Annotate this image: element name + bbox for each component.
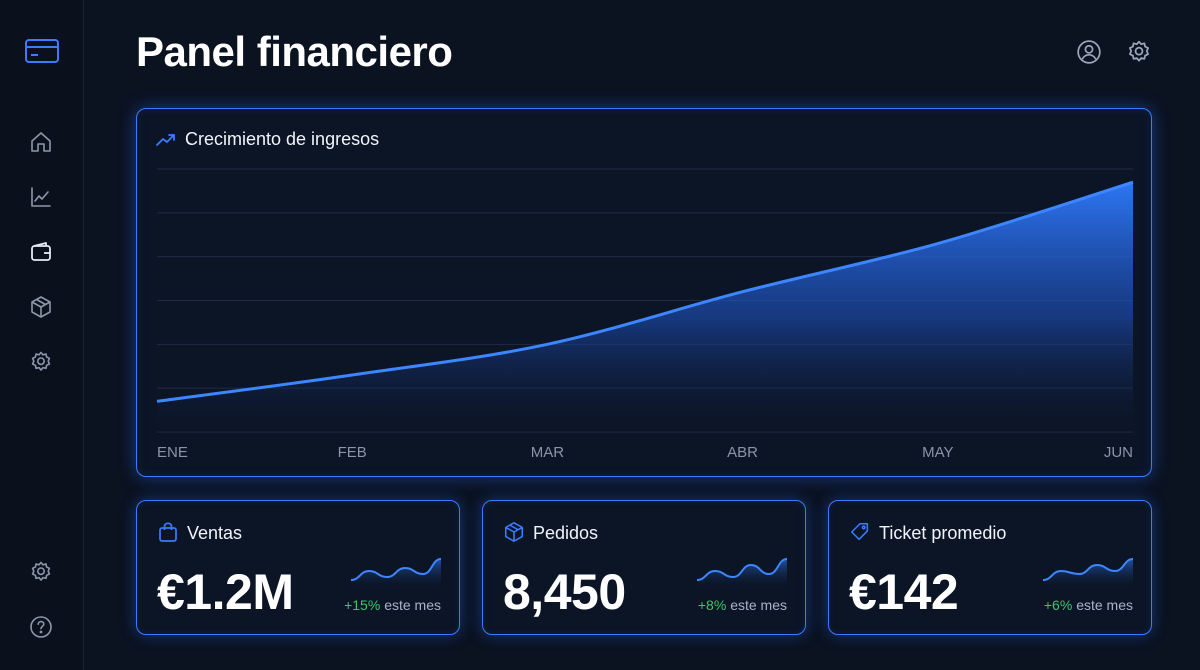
stat-change: +6% este mes (1044, 597, 1133, 613)
help-icon (30, 616, 52, 638)
stat-label: Ticket promedio (879, 523, 1007, 543)
sparkline (350, 558, 442, 589)
stat-change-period: este mes (1076, 597, 1133, 613)
user-circle-icon (1077, 40, 1101, 64)
x-tick-label: MAY (922, 444, 953, 461)
sidebar-item-analytics[interactable] (27, 183, 55, 211)
area-fill (157, 182, 1133, 432)
x-tick-label: FEB (338, 444, 367, 461)
sidebar-item-home[interactable] (27, 128, 55, 156)
series-line (156, 180, 1134, 403)
credit-card-icon[interactable] (24, 37, 60, 65)
stat-card-ventas: Ventas €1.2M +15% este mes (136, 500, 460, 635)
user-profile-button[interactable] (1075, 38, 1103, 66)
settings-button[interactable] (1125, 38, 1153, 66)
stat-label: Ventas (187, 523, 243, 543)
sparkline (696, 558, 788, 589)
stat-change: +15% este mes (344, 597, 441, 613)
home-icon (31, 132, 51, 152)
stat-change-percent: +8% (697, 597, 727, 613)
sidebar-item-settings[interactable] (27, 348, 55, 376)
settings-gear-icon (1129, 40, 1149, 62)
stat-value: €1.2M (157, 564, 294, 620)
sidebar-item-preferences[interactable] (27, 558, 55, 586)
revenue-chart-card: Crecimiento de ingresos ENE FEB MAR ABR MAY J… (136, 108, 1152, 477)
sidebar (0, 0, 84, 670)
revenue-area-chart: ENE FEB MAR ABR MAY JUN (156, 168, 1134, 461)
stat-change: +8% este mes (698, 597, 787, 613)
sparkline-line (696, 558, 788, 581)
x-tick-label: JUN (1104, 444, 1133, 461)
chart-line-icon (31, 187, 51, 207)
stat-card-ticket-promedio: Ticket promedio €142 +6% este mes (828, 500, 1152, 635)
sparkline-line (1042, 558, 1134, 581)
sparkline-area (697, 559, 787, 589)
stat-change-percent: +6% (1043, 597, 1073, 613)
box-icon (504, 522, 524, 542)
stat-value: 8,450 (503, 564, 626, 620)
sidebar-item-help[interactable] (27, 613, 55, 641)
sparkline (1042, 558, 1134, 589)
sidebar-item-wallet[interactable] (27, 238, 55, 266)
stat-change-percent: +15% (344, 597, 381, 613)
box-icon (31, 296, 51, 318)
shopping-bag-icon (159, 522, 177, 542)
x-tick-label: ENE (157, 444, 188, 461)
x-tick-label: MAR (531, 444, 565, 461)
page-title: Panel financiero (136, 28, 453, 75)
sidebar-item-products[interactable] (27, 293, 55, 321)
stat-card-pedidos: Pedidos 8,450 +8% este mes (482, 500, 806, 635)
chart-title: Crecimiento de ingresos (185, 129, 380, 149)
x-tick-label: ABR (727, 444, 758, 461)
sparkline-area (351, 559, 441, 589)
sparkline-line (350, 558, 442, 581)
stat-label: Pedidos (533, 523, 599, 543)
trend-up-icon (156, 134, 175, 146)
settings-icon (31, 561, 51, 581)
wallet-icon (31, 242, 51, 261)
stat-change-period: este mes (730, 597, 787, 613)
stat-change-period: este mes (384, 597, 441, 613)
sparkline-area (1043, 559, 1133, 589)
tag-icon (850, 522, 869, 541)
stat-value: €142 (849, 564, 959, 620)
settings-icon (31, 351, 51, 371)
